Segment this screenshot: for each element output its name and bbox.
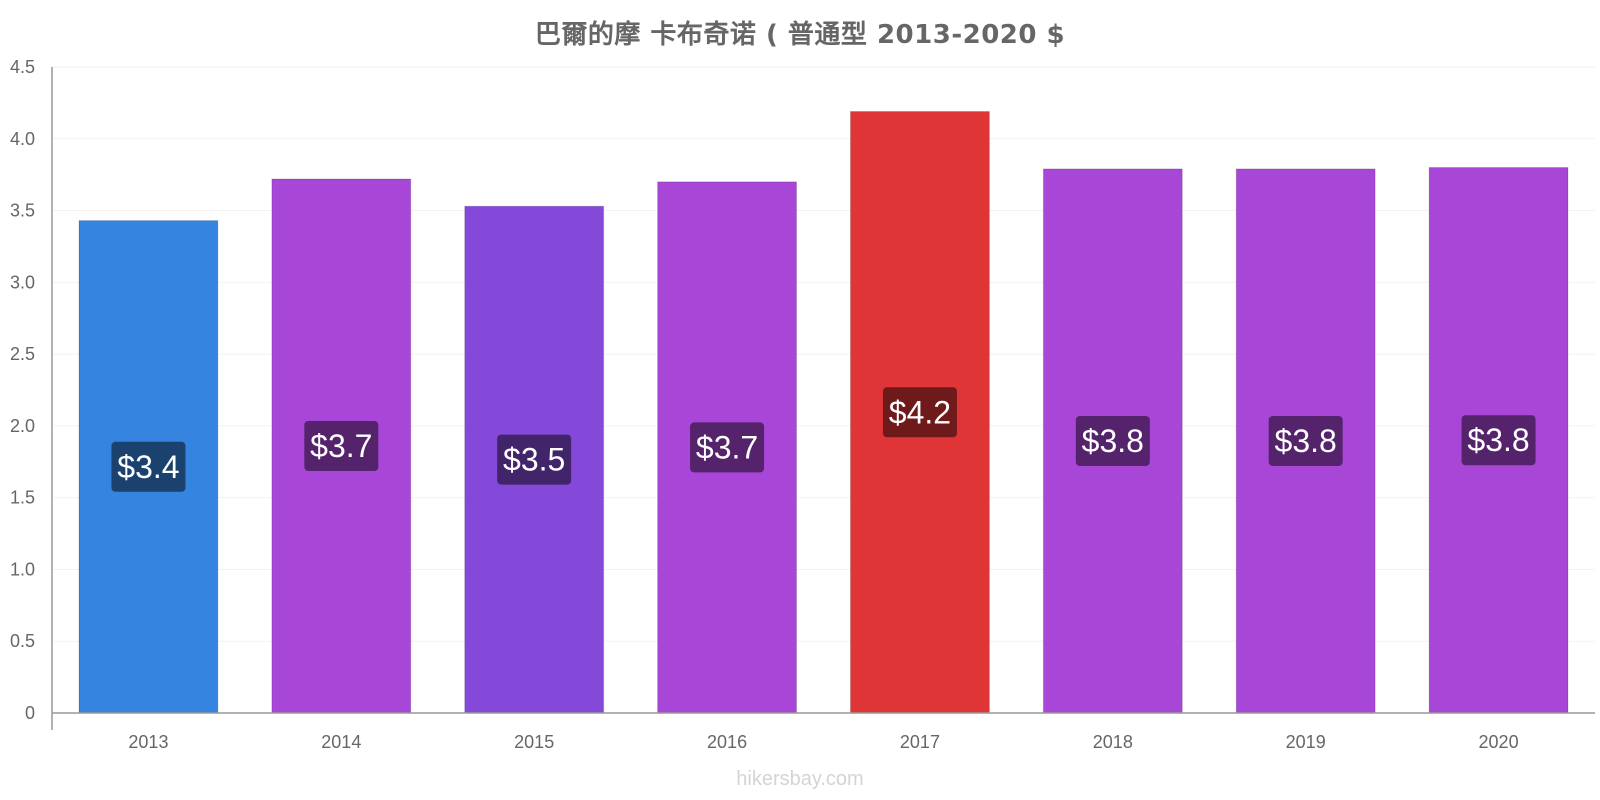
data-label-box [882, 387, 957, 438]
data-label-box [1268, 415, 1343, 466]
data-label: $3.4 [117, 449, 179, 485]
bar-2015 [464, 205, 605, 714]
data-label-box [304, 420, 379, 471]
y-tick-label: 3.5 [10, 201, 35, 221]
data-labels: $3.4 $3.7 $3.5 $3.7 $4.2 $3.8 $3.8 $3.8 [111, 387, 1536, 492]
y-tick-label: 4.0 [10, 129, 35, 149]
y-tick-label: 1.0 [10, 559, 35, 579]
data-label: $3.7 [310, 428, 372, 464]
watermark: hikersbay.com [736, 768, 864, 790]
x-tick-label: 2019 [1286, 732, 1326, 752]
x-tick-label: 2015 [514, 732, 554, 752]
y-tick-label: 0 [25, 703, 35, 723]
x-tick-label: 2013 [128, 732, 168, 752]
x-tick-label: 2017 [900, 732, 940, 752]
data-label-box [111, 441, 186, 492]
data-label: $4.2 [889, 394, 951, 430]
y-tick-label: 2.5 [10, 344, 35, 364]
y-tick-label: 1.5 [10, 488, 35, 508]
data-label: $3.7 [696, 429, 758, 465]
axes: 0 0.5 1.0 1.5 2.0 2.5 3.0 3.5 4.0 4.5 2013 2014 2015… [10, 57, 1595, 752]
data-label-box [690, 422, 765, 473]
x-tick-label: 2018 [1093, 732, 1133, 752]
data-label-box [497, 434, 572, 485]
data-label-box [1461, 415, 1536, 466]
data-label: $3.8 [1275, 423, 1337, 459]
data-label: $3.8 [1467, 422, 1529, 458]
data-label-box [1075, 415, 1150, 466]
x-tick-label: 2016 [707, 732, 747, 752]
y-tick-label: 2.0 [10, 416, 35, 436]
y-tick-label: 4.5 [10, 57, 35, 77]
x-tick-label: 2014 [321, 732, 361, 752]
data-label: $3.8 [1082, 423, 1144, 459]
chart-title: 巴爾的摩 卡布奇诺 ( 普通型 2013-2020 $ [534, 20, 1066, 50]
y-tick-label: 3.0 [10, 272, 35, 292]
bars [78, 111, 1569, 714]
x-tick-label: 2020 [1479, 732, 1519, 752]
y-tick-label: 0.5 [10, 631, 35, 651]
data-label: $3.5 [503, 442, 565, 478]
